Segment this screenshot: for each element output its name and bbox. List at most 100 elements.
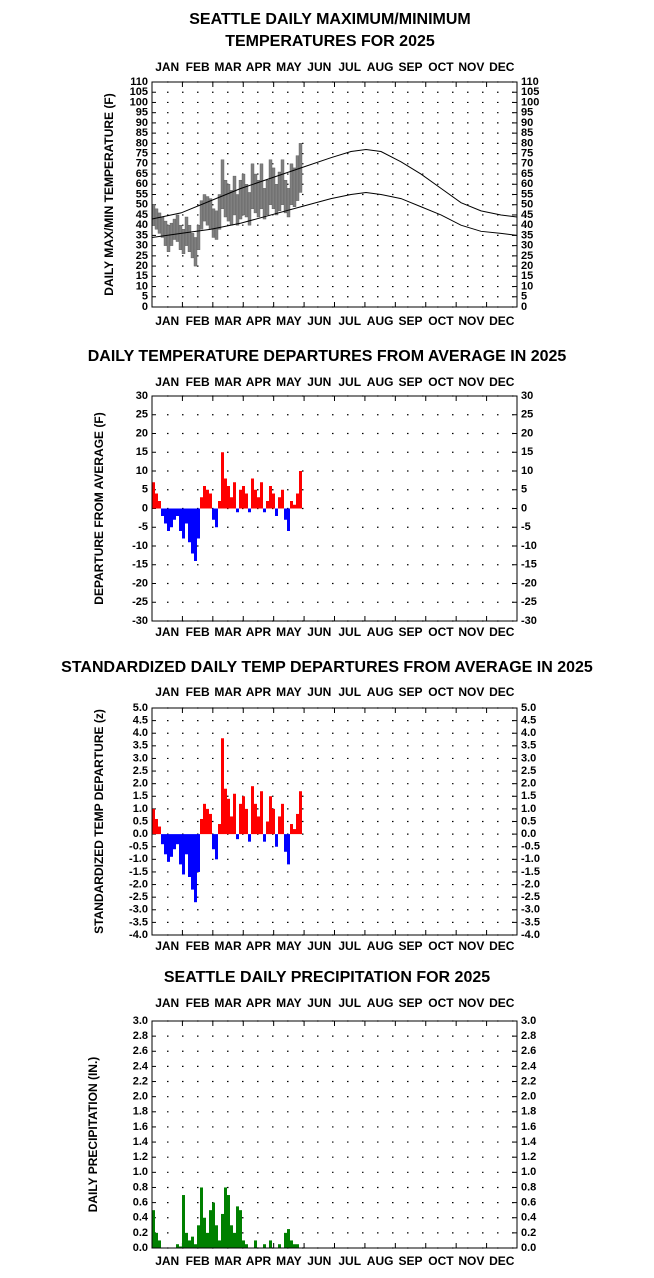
bar xyxy=(236,508,239,513)
y-tick-label: 110 xyxy=(130,76,148,88)
y-tick-label: -0.5 xyxy=(521,841,540,853)
bar xyxy=(218,501,221,509)
y-tick-label: 35 xyxy=(521,229,533,241)
bar xyxy=(215,508,218,528)
month-label: AUG xyxy=(367,939,394,953)
month-label: JAN xyxy=(155,939,179,953)
bar xyxy=(296,493,299,509)
bar xyxy=(203,1217,206,1248)
bar xyxy=(284,834,287,852)
y-tick-label: 20 xyxy=(521,260,533,272)
bar xyxy=(158,1240,161,1248)
y-tick-label: 4.0 xyxy=(521,727,536,739)
month-label: MAY xyxy=(276,996,302,1010)
bar xyxy=(272,493,275,509)
month-label: MAR xyxy=(214,314,242,328)
bar xyxy=(206,489,209,509)
month-label: AUG xyxy=(367,375,394,389)
temp-range-bar xyxy=(250,163,255,210)
month-label: MAY xyxy=(276,375,302,389)
bar xyxy=(182,508,185,539)
month-label: APR xyxy=(246,314,272,328)
bar xyxy=(176,1244,179,1248)
bar xyxy=(245,808,248,835)
y-tick-label: 0.6 xyxy=(521,1197,536,1209)
y-tick-label: 10 xyxy=(521,280,533,292)
temp-range-bar xyxy=(289,163,294,205)
month-label: SEP xyxy=(399,375,423,389)
temp-range-bar xyxy=(253,173,258,214)
temp-range-bar xyxy=(274,184,279,216)
bar xyxy=(215,834,218,860)
y-tick-label: 2.8 xyxy=(521,1030,536,1042)
temp-range-bar xyxy=(220,159,225,210)
bar xyxy=(254,489,257,509)
y-tick-label: 4.5 xyxy=(521,715,536,727)
bar xyxy=(224,788,227,835)
normal-line xyxy=(151,191,518,238)
y-tick-label: 5.0 xyxy=(521,702,536,714)
bar xyxy=(245,493,248,509)
month-label: SEP xyxy=(399,625,423,639)
bar xyxy=(152,482,155,509)
month-label: APR xyxy=(246,939,272,953)
bar xyxy=(209,493,212,509)
y-tick-label: -2.0 xyxy=(521,878,540,890)
month-label: SEP xyxy=(399,314,423,328)
temp-range-bar xyxy=(214,210,219,240)
y-tick-label: 2.6 xyxy=(133,1045,148,1057)
bar xyxy=(155,1232,158,1248)
plot-frame xyxy=(151,1020,518,1249)
y-tick-label: -4.0 xyxy=(129,929,148,941)
month-label: JUN xyxy=(307,60,331,74)
y-tick-label: 1.0 xyxy=(133,1166,148,1178)
y-tick-label: 1.2 xyxy=(521,1151,536,1163)
month-label: FEB xyxy=(186,939,210,953)
temp-range-bar xyxy=(268,159,273,205)
bar xyxy=(287,1229,290,1248)
y-tick-label: 3.0 xyxy=(133,752,148,764)
month-label: OCT xyxy=(428,625,454,639)
bar xyxy=(197,508,200,539)
y-tick-label: 1.0 xyxy=(133,803,148,815)
bar xyxy=(293,1244,296,1248)
bar xyxy=(299,791,302,835)
bar xyxy=(248,834,251,842)
y-tick-label: 0.0 xyxy=(133,828,148,840)
y-tick-label: 30 xyxy=(521,240,533,252)
y-tick-label: 5 xyxy=(521,291,527,303)
y-tick-label: 95 xyxy=(136,107,148,119)
bar xyxy=(206,808,209,835)
month-label: APR xyxy=(246,685,272,699)
plot-frame xyxy=(151,81,518,308)
y-tick-label: -2.5 xyxy=(521,891,540,903)
month-label: JUN xyxy=(307,375,331,389)
y-tick-label: 0.0 xyxy=(521,828,536,840)
y-tick-label: 20 xyxy=(136,260,148,272)
y-tick-label: 0.4 xyxy=(133,1212,149,1224)
bar xyxy=(242,796,245,835)
bar xyxy=(182,834,185,875)
y-tick-label: 0 xyxy=(142,502,148,514)
y-tick-label: 50 xyxy=(521,199,533,211)
temp-range-bar xyxy=(157,212,162,234)
bar xyxy=(269,796,272,835)
y-tick-label: 2.0 xyxy=(133,1091,148,1103)
bar xyxy=(284,508,287,520)
y-tick-label: -10 xyxy=(132,540,148,552)
month-label: NOV xyxy=(458,685,484,699)
temp-range-bar xyxy=(193,237,198,267)
y-tick-label: 3.5 xyxy=(521,740,536,752)
temp-range-bar xyxy=(184,216,189,246)
temp-range-bar xyxy=(202,194,207,222)
normal-line xyxy=(151,148,518,220)
y-tick-label: 85 xyxy=(136,127,148,139)
month-label: APR xyxy=(246,375,272,389)
bar xyxy=(152,808,155,835)
bar xyxy=(281,803,284,835)
bar xyxy=(191,1236,194,1248)
y-tick-label: 100 xyxy=(521,96,539,108)
temp-range-bar xyxy=(280,159,285,205)
month-label: MAR xyxy=(214,939,242,953)
y-tick-label: -10 xyxy=(521,540,537,552)
